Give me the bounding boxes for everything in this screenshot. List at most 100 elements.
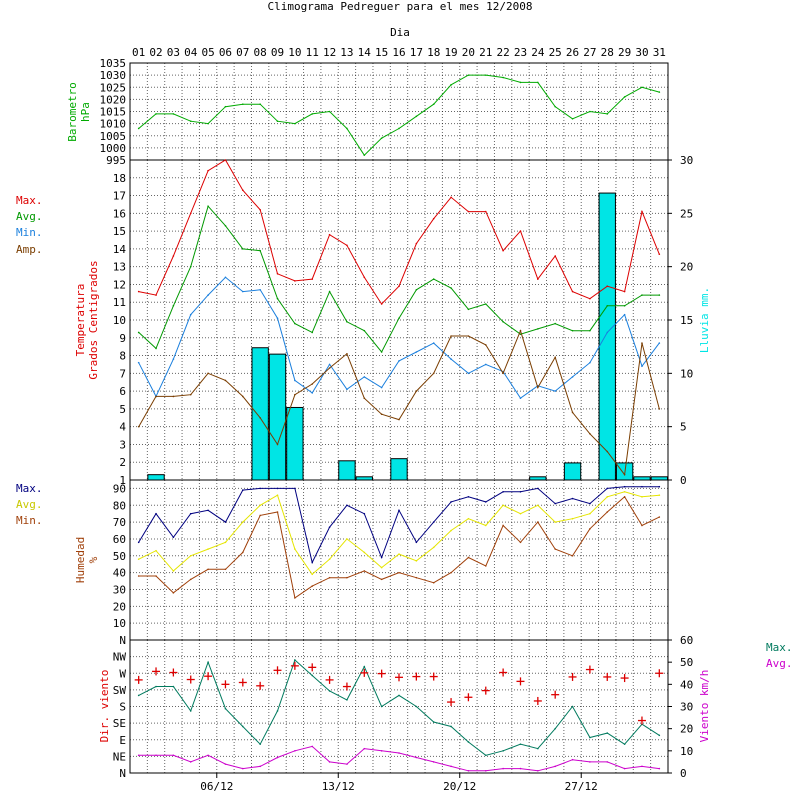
avg-temp-line	[138, 205, 660, 353]
max-humidity-point	[276, 487, 279, 490]
max-temp-point	[571, 290, 574, 293]
avg-humidity-point	[484, 524, 487, 527]
min-temp-point	[328, 363, 331, 366]
max-temp-point	[623, 290, 626, 293]
max-wind-point	[589, 736, 591, 739]
min-temp-point	[450, 358, 452, 360]
min-temp-point	[519, 397, 522, 400]
temperature-legend-item: Min.	[16, 226, 43, 239]
max-temp-point	[189, 212, 192, 215]
avg-wind-point	[207, 754, 209, 757]
rain-bar	[268, 353, 287, 481]
pressure-point	[537, 81, 539, 84]
min-temp-point	[363, 376, 366, 378]
max-humidity-point	[207, 509, 209, 512]
avg-temp-point	[380, 351, 383, 353]
min-humidity-point	[467, 556, 470, 559]
min-humidity-point	[276, 511, 279, 513]
min-temp-point	[589, 361, 591, 364]
pressure-point	[415, 115, 418, 118]
max-wind-point	[467, 741, 470, 743]
max-wind-point	[606, 732, 609, 734]
avg-humidity-point	[380, 566, 383, 569]
max-humidity-point	[259, 487, 261, 490]
max-temp-point	[398, 285, 400, 288]
max-temp-point	[207, 169, 209, 172]
humidity-tick-label: 70	[113, 516, 126, 529]
min-humidity-point	[242, 551, 244, 554]
avg-humidity-point	[432, 546, 435, 549]
humidity-legend-item: Avg.	[16, 498, 43, 511]
max-wind-point	[432, 721, 435, 723]
amp-temp-point	[259, 416, 261, 419]
avg-wind-point	[658, 767, 661, 770]
avg-wind-point	[242, 767, 244, 770]
max-wind-point	[537, 747, 539, 750]
min-humidity-point	[363, 570, 366, 572]
avg-wind-point	[346, 763, 348, 765]
avg-humidity-point	[242, 521, 244, 523]
pressure-point	[155, 113, 157, 115]
pressure-tick-label: 995	[106, 154, 126, 167]
avg-wind-point	[502, 767, 504, 770]
avg-humidity-point	[224, 541, 227, 544]
temperature-tick-label: 4	[119, 421, 126, 434]
amp-temp-point	[571, 411, 574, 414]
temperature-axis-label: TemperaturaGrados Centigrados	[74, 260, 100, 379]
avg-wind-point	[259, 765, 261, 768]
day-label: 29	[618, 46, 631, 59]
amp-temp-point	[346, 352, 348, 355]
avg-temp-point	[398, 317, 400, 320]
wind-direction-axis-label: Dir. viento	[98, 670, 111, 743]
temperature-tick-label: 18	[113, 172, 126, 185]
max-temp-point	[346, 244, 348, 247]
rain-tick-label: 30	[680, 154, 693, 167]
min-humidity-point	[537, 521, 539, 523]
min-humidity-point	[450, 571, 452, 574]
max-humidity-point	[311, 561, 314, 564]
avg-wind-point	[641, 765, 643, 768]
day-label: 27	[583, 46, 596, 59]
pressure-point	[276, 120, 279, 122]
day-label: 17	[410, 46, 423, 59]
temperature-legend-item: Max.	[16, 194, 43, 207]
avg-humidity-point	[623, 490, 626, 493]
pressure-point	[502, 76, 504, 79]
min-temp-point	[432, 342, 435, 344]
min-temp-point	[294, 379, 296, 382]
min-temp-point	[658, 342, 661, 344]
day-label: 12	[323, 46, 336, 59]
pressure-point	[589, 110, 591, 113]
max-temp-point	[276, 272, 279, 275]
min-temp-point	[606, 331, 609, 334]
date-axis: 06/12 13/12 20/12 27/12	[200, 773, 598, 793]
day-label: 28	[601, 46, 614, 59]
humidity-frame	[129, 479, 669, 641]
temperature-tick-label: 15	[113, 225, 126, 238]
max-humidity-point	[502, 490, 504, 493]
avg-temp-point	[346, 320, 348, 323]
avg-wind-point	[606, 761, 609, 763]
amp-temp-point	[467, 335, 470, 337]
humidity-axis-label: Humedad%	[74, 537, 100, 583]
temperature-frame	[129, 159, 669, 481]
max-wind-point	[554, 727, 556, 730]
max-humidity-point	[189, 512, 192, 515]
avg-humidity-point	[502, 504, 504, 507]
amp-temp-point	[242, 395, 244, 398]
amp-temp-point	[276, 443, 279, 446]
pressure-point	[328, 110, 331, 113]
avg-temp-point	[432, 278, 435, 280]
day-label: 23	[514, 46, 527, 59]
day-label: 31	[653, 46, 666, 59]
min-humidity-point	[415, 576, 418, 579]
temperature-tick-label: 17	[113, 190, 126, 203]
chart-title: Climograma Pedreguer para el mes 12/2008	[268, 0, 533, 13]
rain-tick-label: 5	[680, 421, 687, 434]
max-temp-point	[641, 210, 643, 213]
pressure-axis-label-line1: Barometro	[66, 82, 79, 142]
temperature-tick-label: 9	[119, 332, 126, 345]
wind-direction-tick-label: N	[119, 767, 126, 780]
max-humidity-point	[155, 512, 157, 515]
